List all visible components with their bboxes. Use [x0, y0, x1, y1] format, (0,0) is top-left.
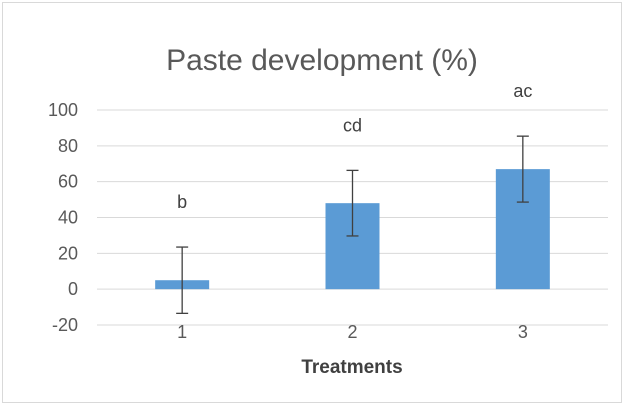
data-labels: b cd ac	[177, 81, 532, 212]
error-bar	[516, 135, 529, 203]
y-tick-label: 40	[58, 208, 78, 228]
x-axis-title: Treatments	[301, 357, 402, 378]
x-tick-label: 3	[518, 322, 528, 342]
y-tick-label: 20	[58, 243, 78, 263]
y-axis-ticks: -20 0 20 40 60 80 100	[48, 100, 78, 335]
x-axis-ticks: 1 2 3	[177, 322, 528, 342]
data-label: ac	[513, 81, 532, 101]
error-bar	[176, 246, 189, 315]
x-tick-label: 1	[177, 322, 187, 342]
error-bar	[346, 169, 359, 237]
data-label: b	[177, 192, 187, 212]
x-tick-label: 2	[347, 322, 357, 342]
data-label: cd	[343, 115, 362, 135]
y-tick-label: 80	[58, 136, 78, 156]
y-tick-label: -20	[52, 315, 78, 335]
error-bars	[176, 135, 529, 315]
y-tick-label: 100	[48, 100, 78, 120]
y-tick-label: 60	[58, 172, 78, 192]
chart-title: Paste development (%)	[166, 44, 478, 77]
y-tick-label: 0	[68, 279, 78, 299]
